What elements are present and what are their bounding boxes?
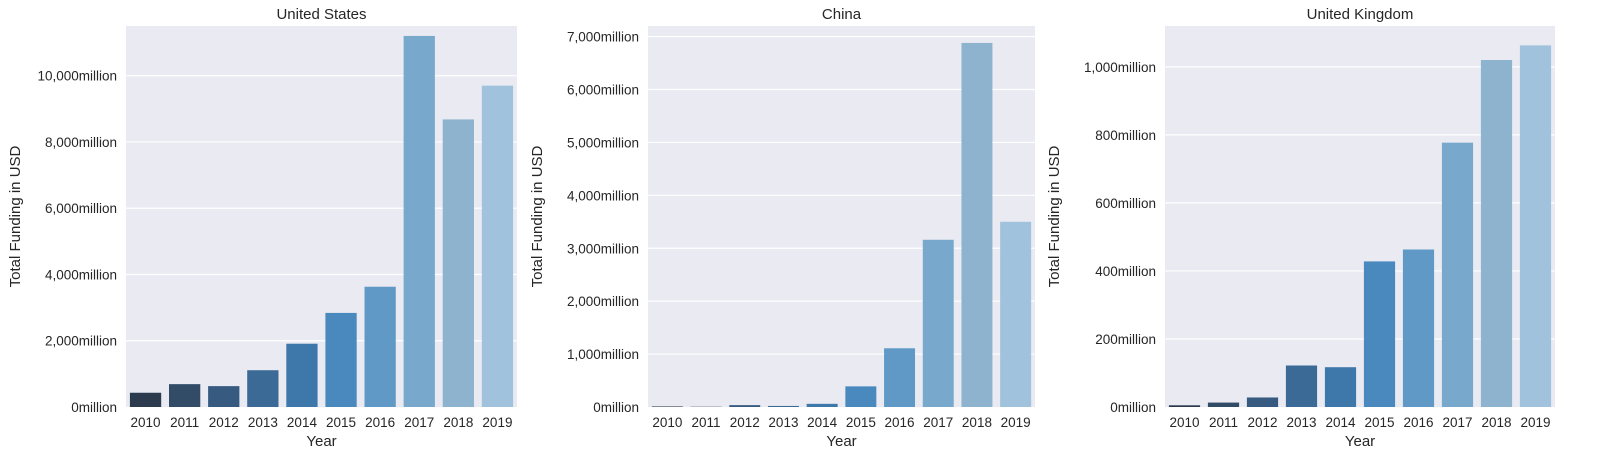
x-tick-label: 2015 [326, 415, 356, 430]
x-tick-label: 2014 [1325, 415, 1356, 430]
bar [1207, 402, 1240, 407]
y-tick-label: 7,000million [567, 30, 639, 45]
bar [1402, 249, 1435, 407]
bar [767, 405, 799, 407]
bar [364, 286, 396, 407]
x-axis-label: Year [826, 433, 856, 450]
x-tick-label: 2010 [1169, 415, 1199, 430]
y-tick-label: 0million [593, 400, 639, 415]
bar [403, 35, 435, 408]
y-tick-label: 6,000million [45, 201, 117, 216]
x-tick-label: 2019 [1520, 415, 1550, 430]
x-tick-label: 2018 [1481, 415, 1511, 430]
x-tick-label: 2014 [807, 415, 838, 430]
y-tick-label: 400million [1095, 264, 1156, 279]
x-tick-label: 2011 [692, 415, 721, 430]
bar [286, 343, 318, 407]
x-tick-label: 2019 [482, 415, 512, 430]
bar [1519, 45, 1552, 408]
x-tick-label: 2015 [1364, 415, 1394, 430]
x-tick-label: 2019 [1001, 415, 1031, 430]
x-tick-label: 2013 [768, 415, 798, 430]
bar [922, 239, 954, 407]
chart-panel-3: 0million 200million 400million 600million 80… [1046, 6, 1555, 450]
y-tick-label: 200million [1095, 332, 1156, 347]
x-tick-label: 2017 [923, 415, 953, 430]
bar [1363, 261, 1396, 407]
y-tick-label: 0million [71, 400, 117, 415]
bar [1480, 60, 1513, 408]
bar [1246, 397, 1279, 407]
bar [1285, 365, 1318, 407]
bar [325, 312, 357, 407]
bar [651, 406, 683, 407]
bar [247, 370, 279, 407]
x-tick-label: 2016 [365, 415, 395, 430]
bar [129, 392, 162, 407]
bar [208, 386, 240, 407]
y-tick-label: 800million [1095, 128, 1156, 143]
chart-title: United Kingdom [1307, 6, 1414, 23]
x-axis-label: Year [1345, 433, 1375, 450]
y-axis-label: Total Funding in USD [1046, 145, 1063, 287]
y-tick-label: 1,000million [567, 347, 639, 362]
x-tick-label: 2012 [209, 415, 239, 430]
y-axis-label: Total Funding in USD [7, 145, 24, 287]
bar [884, 348, 916, 407]
x-tick-label: 2011 [170, 415, 199, 430]
x-tick-label: 2013 [1286, 415, 1316, 430]
bar [729, 405, 761, 407]
x-tick-label: 2017 [404, 415, 434, 430]
x-tick-label: 2017 [1442, 415, 1472, 430]
x-tick-label: 2018 [443, 415, 473, 430]
chart-title: United States [276, 6, 366, 23]
y-tick-label: 5,000million [567, 135, 639, 150]
x-axis-label: Year [306, 433, 336, 450]
chart-panel-1: 0million 2,000million 4,000million 6,000mil… [7, 6, 517, 450]
y-tick-label: 8,000million [45, 135, 117, 150]
y-tick-label: 3,000million [567, 241, 639, 256]
x-tick-label: 2014 [287, 415, 318, 430]
x-tick-label: 2012 [1247, 415, 1277, 430]
x-tick-label: 2015 [846, 415, 876, 430]
y-tick-label: 2,000million [45, 334, 117, 349]
bar [481, 85, 514, 408]
x-tick-label: 2016 [1403, 415, 1433, 430]
y-tick-label: 4,000million [45, 267, 117, 282]
bar [845, 386, 877, 407]
bar [1324, 367, 1357, 407]
x-tick-label: 2011 [1209, 415, 1238, 430]
x-tick-label: 2016 [885, 415, 915, 430]
chart-panel-2: 0million 1,000million 2,000million 3,000mil… [529, 6, 1035, 450]
y-tick-label: 600million [1095, 196, 1156, 211]
y-axis-label: Total Funding in USD [529, 145, 546, 287]
bar [1168, 405, 1201, 407]
chart-title: China [822, 6, 862, 23]
bar [961, 42, 993, 407]
bar [806, 403, 838, 407]
x-tick-label: 2018 [962, 415, 992, 430]
x-tick-label: 2010 [131, 415, 161, 430]
y-tick-label: 10,000million [37, 69, 117, 84]
x-tick-label: 2010 [652, 415, 682, 430]
bar [169, 384, 201, 407]
x-tick-label: 2013 [248, 415, 278, 430]
bar [1000, 221, 1032, 407]
bar [442, 119, 474, 407]
x-tick-label: 2012 [730, 415, 760, 430]
y-tick-label: 0million [1110, 400, 1156, 415]
y-tick-label: 4,000million [567, 188, 639, 203]
bar [1441, 142, 1474, 407]
y-tick-label: 1,000million [1084, 60, 1156, 75]
y-tick-label: 2,000million [567, 294, 639, 309]
y-tick-label: 6,000million [567, 83, 639, 98]
